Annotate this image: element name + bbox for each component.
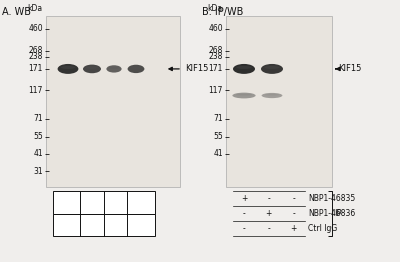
Text: kDa: kDa — [28, 4, 43, 13]
Text: -: - — [268, 224, 270, 233]
Ellipse shape — [236, 66, 252, 69]
Text: 460: 460 — [208, 24, 223, 33]
Text: 460: 460 — [28, 24, 43, 33]
Text: NBP1-46836: NBP1-46836 — [308, 209, 355, 218]
Ellipse shape — [61, 66, 75, 69]
Text: -: - — [292, 209, 295, 218]
Text: 268: 268 — [28, 46, 43, 55]
Ellipse shape — [86, 66, 98, 69]
Ellipse shape — [83, 65, 101, 73]
Ellipse shape — [232, 93, 256, 99]
Text: -: - — [292, 194, 295, 203]
Ellipse shape — [264, 66, 280, 69]
Text: 55: 55 — [213, 132, 223, 141]
Text: 117: 117 — [208, 86, 223, 95]
Text: 50: 50 — [63, 198, 73, 207]
Ellipse shape — [262, 93, 282, 98]
Text: A. WB: A. WB — [2, 7, 31, 17]
Text: 41: 41 — [33, 149, 43, 158]
Text: 171: 171 — [28, 64, 43, 73]
Text: 238: 238 — [208, 52, 223, 61]
Text: +: + — [290, 224, 297, 233]
Text: 41: 41 — [213, 149, 223, 158]
Text: 171: 171 — [208, 64, 223, 73]
Text: 71: 71 — [33, 114, 43, 123]
Text: 5: 5 — [112, 198, 116, 207]
Ellipse shape — [233, 64, 255, 74]
Text: T: T — [134, 220, 138, 229]
Ellipse shape — [261, 64, 283, 74]
Ellipse shape — [58, 64, 78, 74]
Text: 238: 238 — [28, 52, 43, 61]
Text: -: - — [243, 209, 245, 218]
Text: 31: 31 — [33, 167, 43, 176]
Ellipse shape — [106, 65, 122, 73]
Text: +: + — [266, 209, 272, 218]
Bar — [46, 16, 180, 187]
Bar — [53, 214, 155, 236]
Text: IP: IP — [334, 209, 342, 218]
Bar — [226, 16, 332, 187]
Text: 15: 15 — [87, 198, 97, 207]
Text: 55: 55 — [33, 132, 43, 141]
Ellipse shape — [128, 65, 144, 73]
Text: Ctrl IgG: Ctrl IgG — [308, 224, 337, 233]
Ellipse shape — [236, 94, 252, 96]
Text: -: - — [268, 194, 270, 203]
Text: KIF15: KIF15 — [338, 64, 361, 73]
Text: 268: 268 — [208, 46, 223, 55]
Text: NBP1-46835: NBP1-46835 — [308, 194, 355, 203]
Text: KIF15: KIF15 — [185, 64, 208, 73]
Text: 50: 50 — [131, 198, 141, 207]
Text: 71: 71 — [213, 114, 223, 123]
Ellipse shape — [265, 94, 279, 96]
Text: -: - — [243, 224, 245, 233]
Text: +: + — [241, 194, 247, 203]
Bar — [53, 191, 155, 214]
Text: 117: 117 — [28, 86, 43, 95]
Ellipse shape — [130, 66, 142, 69]
Ellipse shape — [109, 67, 119, 69]
Text: B. IP/WB: B. IP/WB — [202, 7, 243, 17]
Text: kDa: kDa — [208, 4, 223, 13]
Text: HeLa: HeLa — [86, 220, 106, 229]
